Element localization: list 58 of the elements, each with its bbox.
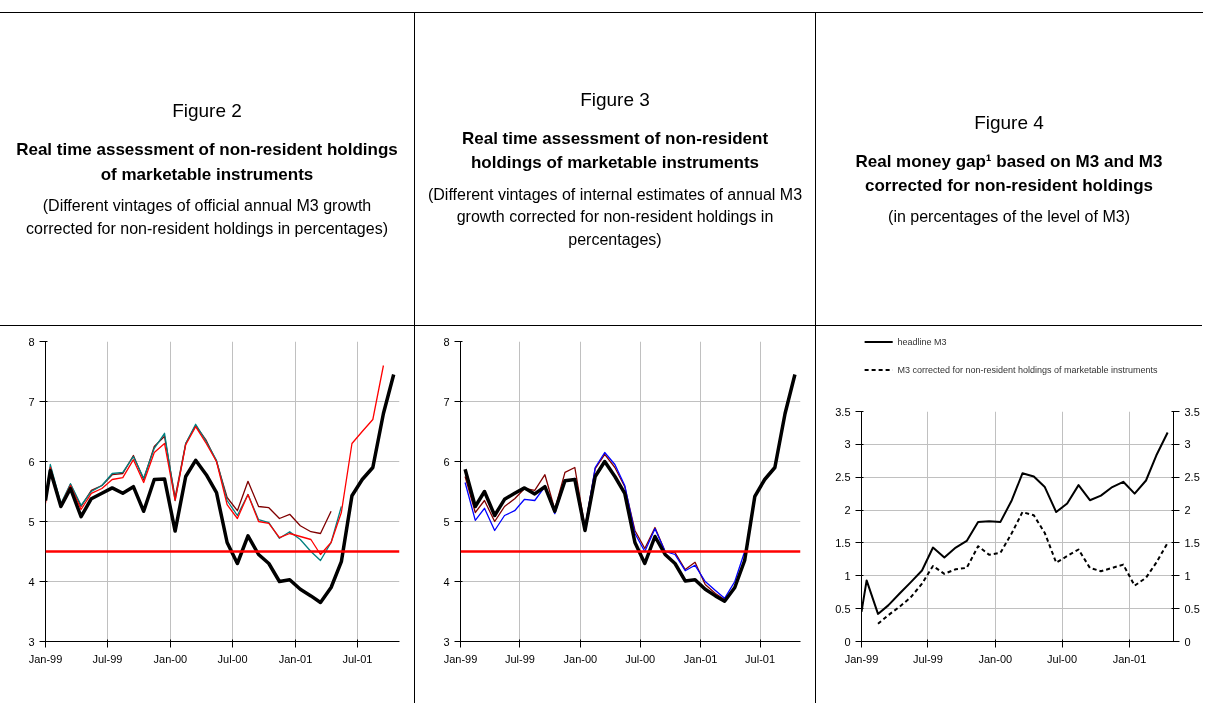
y-tick-label: 7: [443, 395, 450, 408]
y2-tick-label: 3.5: [1184, 405, 1200, 418]
x-tick-label: Jul-99: [504, 652, 535, 665]
y2-tick-label: 0: [1184, 635, 1191, 648]
y-tick-label: 3: [844, 438, 851, 451]
y-tick-label: 8: [443, 335, 450, 348]
x-tick-label: Jan-99: [28, 652, 63, 665]
y-tick-label: 8: [28, 335, 35, 348]
x-tick-label: Jul-00: [1047, 652, 1078, 665]
caption: Figure 4: [973, 110, 1045, 135]
x-tick-label: Jan-99: [443, 652, 478, 665]
caption: Figure 3: [579, 87, 651, 112]
x-tick-label: Jul-00: [217, 652, 248, 665]
y-tick-label: 2.5: [835, 471, 851, 484]
x-tick-label: Jan-01: [1112, 652, 1147, 665]
x-tick-label: Jan-00: [153, 652, 188, 665]
y-tick-label: 0: [844, 635, 851, 648]
y-tick-label: 7: [28, 395, 35, 408]
legend-label: M3 corrected for non-resident holdings of marketable instruments: [897, 364, 1159, 375]
x-tick-label: Jul-99: [92, 652, 123, 665]
x-tick-label: Jan-01: [683, 652, 718, 665]
y-tick-label: 1.5: [835, 536, 851, 549]
y2-tick-label: 1.5: [1184, 536, 1200, 549]
chart-subtitle: (Different vintages of official annual M3 growth corrected for non-resident holdings in percentages): [25, 196, 389, 239]
x-tick-label: Jul-01: [342, 652, 373, 665]
y-tick-label: 6: [28, 455, 35, 468]
y-tick-label: 5: [443, 515, 450, 528]
y-tick-label: 5: [28, 515, 35, 528]
x-tick-label: Jan-01: [278, 652, 313, 665]
y2-tick-label: 2: [1184, 504, 1191, 517]
x-tick-label: Jul-99: [912, 652, 943, 665]
x-tick-label: Jan-00: [563, 652, 598, 665]
chart-title: Real time assessment of non-resident holdings of marketable instruments: [460, 128, 770, 175]
chart-title: Real time assessment of non-resident holdings of marketable instruments: [15, 139, 399, 186]
x-tick-label: Jul-00: [625, 652, 656, 665]
y2-tick-label: 0.5: [1184, 602, 1200, 615]
y-tick-label: 3.5: [835, 405, 851, 418]
y-tick-label: 0.5: [835, 602, 851, 615]
y-tick-label: 3: [28, 635, 35, 648]
chart-subtitle: (in percentages of the level of M3): [887, 207, 1131, 228]
y-tick-label: 6: [443, 455, 450, 468]
y-tick-label: 1: [844, 569, 851, 582]
caption: Figure 2: [171, 99, 243, 124]
line-series: [877, 511, 1169, 625]
y2-tick-label: 2.5: [1184, 471, 1200, 484]
y-tick-label: 4: [443, 575, 450, 588]
x-tick-label: Jan-99: [844, 652, 879, 665]
legend-label: headline M3: [897, 336, 947, 347]
line-series: [463, 372, 797, 604]
y2-tick-label: 3: [1184, 438, 1191, 451]
x-tick-label: Jul-01: [745, 652, 776, 665]
y-tick-label: 2: [844, 504, 851, 517]
y2-tick-label: 1: [1184, 569, 1191, 582]
y-tick-label: 4: [28, 575, 35, 588]
chart-title: Real money gap¹ based on M3 and M3 corrected for non-resident holdings: [854, 150, 1164, 198]
x-tick-label: Jan-00: [978, 652, 1013, 665]
y-tick-label: 3: [443, 635, 450, 648]
chart-subtitle: (Different vintages of internal estimates of annual M3 growth corrected for non-resident holdings in percentages): [426, 184, 804, 251]
